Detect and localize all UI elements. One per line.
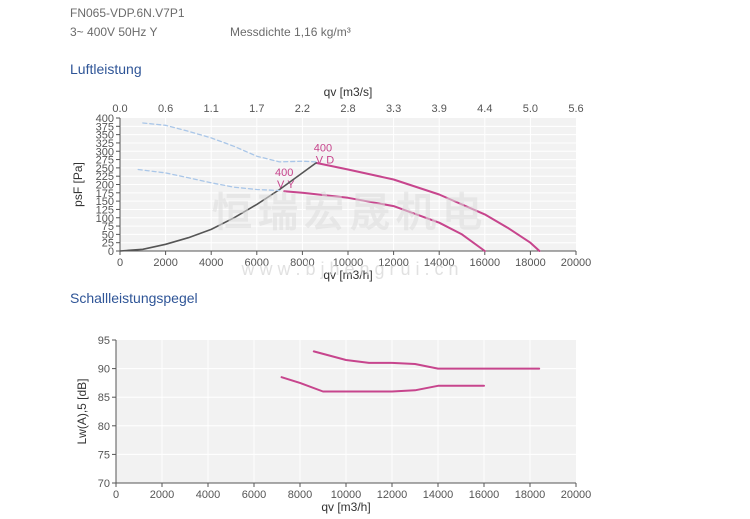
y-tick-label: 375 [96,121,114,133]
y-tick-label: 75 [98,449,110,461]
watermark-cn: 恒瑞宏晟机电 [212,191,488,235]
y-axis-label: psF [Pa] [71,162,85,207]
series-line-0 [312,350,541,370]
x-tick-label: 16000 [469,489,500,501]
x2-tick-label: 1.1 [204,103,219,115]
y-tick-label: 175 [96,188,114,200]
sound-power-title: Schallleistungspegel [70,290,198,306]
x-tick-label: 18000 [515,257,546,269]
air-performance-title: Luftleistung [70,61,142,77]
measurement-density: Messdichte 1,16 kg/m³ [230,25,351,39]
x-tick-label: 0 [117,257,123,269]
y-tick-label: 70 [98,478,110,490]
x2-axis-label: qv [m3/s] [324,85,373,99]
series-label: 400 [314,142,332,154]
x-axis-label: qv [m3/h] [321,500,370,514]
x-tick-label: 10000 [333,257,364,269]
y-axis-label: Lw(A),5 [dB] [75,378,89,444]
y-tick-label: 325 [96,138,114,150]
y-tick-label: 75 [102,221,114,233]
x-tick-label: 12000 [377,489,408,501]
x-tick-label: 18000 [515,489,546,501]
y-tick-label: 250 [96,163,114,175]
x-tick-label: 2000 [150,489,174,501]
x2-tick-label: 1.7 [249,103,264,115]
series-line-4 [137,168,281,192]
x-tick-label: 8000 [290,257,314,269]
model-number: FN065-VDP.6N.V7P1 [70,6,185,20]
y-tick-label: 80 [98,421,110,433]
air-performance-chart: 0 2000 4000 6000 8000 10000 12000 14000 16000 180… [71,85,591,282]
y-tick-label: 275 [96,155,114,167]
y-tick-label: 125 [96,204,114,216]
x-tick-label: 14000 [424,257,455,269]
y-tick-label: 0 [108,246,114,258]
series-line-2 [119,162,317,252]
x-tick-label: 2000 [153,257,177,269]
x2-tick-label: 2.8 [340,103,355,115]
series-line-1 [283,190,486,252]
x2-tick-label: 5.0 [523,103,538,115]
series-label: V D [316,154,334,166]
y-tick-label: 300 [96,146,114,158]
x-tick-label: 10000 [331,489,362,501]
series-line-1 [280,376,485,393]
x-tick-label: 16000 [470,257,501,269]
watermark: 恒瑞宏晟机电 w w w . b j h e n g r u i . c n [212,191,488,279]
x-tick-label: 20000 [561,489,592,501]
x2-tick-label: 0.0 [112,103,127,115]
series-line-0 [315,161,541,252]
y-tick-label: 400 [96,113,114,125]
y-tick-label: 25 [102,238,114,250]
series-line-3 [142,122,317,163]
x-tick-label: 20000 [561,257,592,269]
x2-tick-label: 3.3 [386,103,401,115]
x2-tick-label: 0.6 [158,103,173,115]
sound-power-chart: 0 2000 4000 6000 8000 10000 12000 14000 16000 180… [75,335,591,514]
voltage-spec: 3~ 400V 50Hz Y [70,25,158,39]
y-tick-label: 200 [96,180,114,192]
x2-tick-label: 5.6 [568,103,583,115]
x-tick-label: 0 [113,489,119,501]
y-tick-label: 50 [102,229,114,241]
x-tick-label: 6000 [242,489,266,501]
x-tick-label: 4000 [196,489,220,501]
y-tick-label: 350 [96,130,114,142]
y-tick-label: 150 [96,196,114,208]
watermark-url: w w w . b j h e n g r u i . c n [240,259,458,279]
x-tick-label: 12000 [378,257,409,269]
x-tick-label: 14000 [423,489,454,501]
y-tick-label: 100 [96,213,114,225]
y-tick-label: 225 [96,171,114,183]
x2-tick-label: 3.9 [432,103,447,115]
x2-tick-label: 2.2 [295,103,310,115]
x2-tick-label: 4.4 [477,103,492,115]
series-label: 400 [275,167,293,179]
x-axis-label: qv [m3/h] [323,268,372,282]
x-tick-label: 6000 [245,257,269,269]
y-tick-label: 90 [98,364,110,376]
y-tick-label: 95 [98,335,110,347]
y-tick-label: 85 [98,392,110,404]
x-tick-label: 8000 [288,489,312,501]
x-tick-label: 4000 [199,257,223,269]
